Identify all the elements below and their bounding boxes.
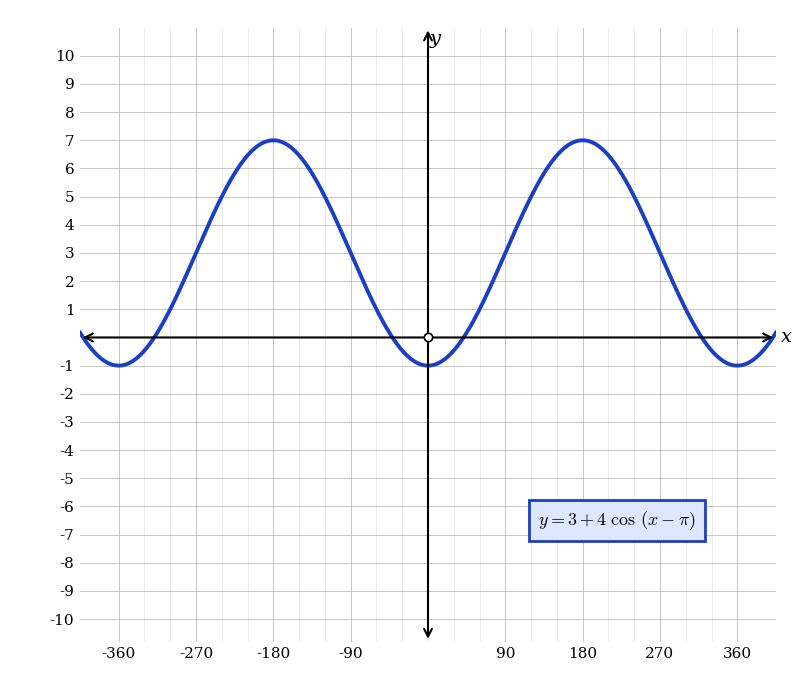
Text: $y = 3 + 4\ \cos\,(x - \pi)$: $y = 3 + 4\ \cos\,(x - \pi)$ bbox=[538, 509, 696, 532]
Text: y: y bbox=[430, 30, 441, 48]
Text: x: x bbox=[781, 328, 792, 346]
